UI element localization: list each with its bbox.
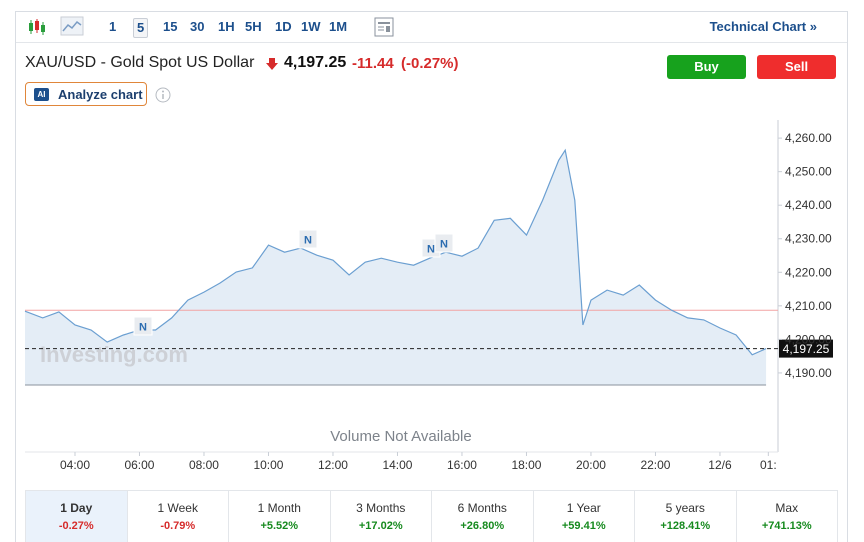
toolbar: 1 5 15 30 1H 5H 1D 1W 1M Technical Chart » — [16, 12, 847, 43]
x-tick-label: 08:00 — [189, 458, 219, 472]
down-arrow — [266, 58, 278, 70]
interval-button[interactable]: 1 — [109, 19, 117, 34]
info-icon[interactable] — [155, 87, 171, 103]
interval-button[interactable]: 5H — [245, 19, 262, 34]
area-fill — [25, 150, 767, 385]
news-marker — [298, 229, 318, 249]
period-label: 1 Year — [566, 501, 601, 515]
interval-button[interactable]: 1W — [301, 19, 321, 34]
period-label: 1 Day — [60, 501, 93, 515]
widget-frame — [15, 11, 848, 542]
y-tick-label: 4,240.00 — [785, 198, 832, 212]
price: 4,197.25 — [284, 54, 347, 71]
ai-badge: AI — [34, 88, 49, 101]
x-tick-label: 12/6 — [708, 458, 732, 472]
period-label: 6 Months — [457, 501, 507, 515]
y-tick-label: 4,250.00 — [785, 165, 832, 179]
change: -11.44 — [352, 55, 394, 72]
candles-icon[interactable] — [26, 17, 48, 37]
period-label: Max — [775, 501, 799, 515]
news-marker — [133, 316, 153, 336]
period-change: -0.27% — [58, 520, 94, 532]
x-tick-label: 22:00 — [640, 458, 670, 472]
y-tick-label: 4,220.00 — [785, 265, 832, 279]
news-marker — [434, 233, 454, 253]
last-price-label: 4,197.25 — [783, 342, 830, 356]
interval-button[interactable]: 30 — [190, 19, 205, 34]
period-label: 5 years — [665, 501, 705, 515]
period-change: -0.79% — [160, 520, 196, 532]
x-tick-label: 01: — [760, 458, 777, 472]
period-tab[interactable]: Max +741.13% — [737, 491, 838, 542]
x-tick-label: 20:00 — [576, 458, 606, 472]
period-tab[interactable]: 1 Year +59.41% — [534, 491, 635, 542]
analyze-button[interactable]: AI Analyze chart — [25, 82, 147, 106]
last-price-box — [779, 339, 833, 358]
technical-chart-link[interactable]: Technical Chart » — [710, 19, 817, 34]
x-tick-label: 10:00 — [253, 458, 283, 472]
period-tab[interactable]: 6 Months +26.80% — [432, 491, 534, 542]
x-tick-label: 04:00 — [60, 458, 90, 472]
y-tick-label: 4,200.00 — [785, 332, 832, 346]
period-tab[interactable]: 1 Week -0.79% — [128, 491, 229, 542]
period-change: +5.52% — [260, 520, 299, 532]
link-arrow: » — [809, 19, 817, 34]
x-tick-label: 16:00 — [447, 458, 477, 472]
y-tick-label: 4,260.00 — [785, 131, 832, 145]
period-tabs: 1 Day -0.27% 1 Week -0.79% 1 Month +5.52% 3 Mo… — [25, 490, 838, 542]
interval-button[interactable]: 1H — [218, 19, 235, 34]
period-label: 1 Month — [257, 501, 301, 515]
news-marker-label: N — [304, 235, 312, 247]
news-marker-label: N — [139, 322, 147, 334]
sell-button[interactable]: Sell — [757, 55, 836, 79]
volume-note: Volume Not Available — [330, 428, 471, 445]
period-change: +59.41% — [561, 520, 606, 532]
analyze-label: Analyze chart — [58, 87, 143, 102]
period-tab[interactable]: 1 Month +5.52% — [229, 491, 331, 542]
symbol-name: XAU/USD - Gold Spot US Dollar — [25, 54, 255, 71]
period-label: 1 Week — [157, 501, 198, 515]
area-icon[interactable] — [60, 16, 84, 36]
period-change: +17.02% — [358, 520, 403, 532]
period-tab[interactable]: 1 Day -0.27% — [26, 491, 128, 542]
x-tick-label: 14:00 — [382, 458, 412, 472]
interval-button[interactable]: 5 — [133, 18, 149, 38]
period-change: +26.80% — [460, 520, 505, 532]
watermark: Investing.com — [40, 342, 188, 367]
link-text: Technical Chart — [709, 19, 807, 34]
y-tick-label: 4,190.00 — [785, 366, 832, 380]
x-tick-label: 12:00 — [318, 458, 348, 472]
interval-button[interactable]: 1M — [329, 19, 348, 34]
period-label: 3 Months — [356, 501, 406, 515]
period-tab[interactable]: 5 years +128.41% — [635, 491, 737, 542]
y-tick-label: 4,210.00 — [785, 299, 832, 313]
period-tab[interactable]: 3 Months +17.02% — [331, 491, 432, 542]
x-tick-label: 18:00 — [511, 458, 541, 472]
y-tick-label: 4,230.00 — [785, 232, 832, 246]
layout-icon[interactable] — [374, 17, 394, 37]
change-percent: (-0.27%) — [401, 55, 459, 72]
interval-button[interactable]: 15 — [163, 19, 178, 34]
interval-button[interactable]: 1D — [275, 19, 292, 34]
news-marker-label: N — [440, 239, 448, 251]
news-marker-label: N — [427, 244, 435, 256]
buy-button[interactable]: Buy — [667, 55, 746, 79]
period-change: +128.41% — [660, 520, 711, 532]
price-chart: Volume Not Available Investing.com 4,197.… — [24, 120, 833, 472]
period-change: +741.13% — [761, 520, 812, 532]
price-line — [24, 148, 767, 356]
x-tick-label: 06:00 — [124, 458, 154, 472]
